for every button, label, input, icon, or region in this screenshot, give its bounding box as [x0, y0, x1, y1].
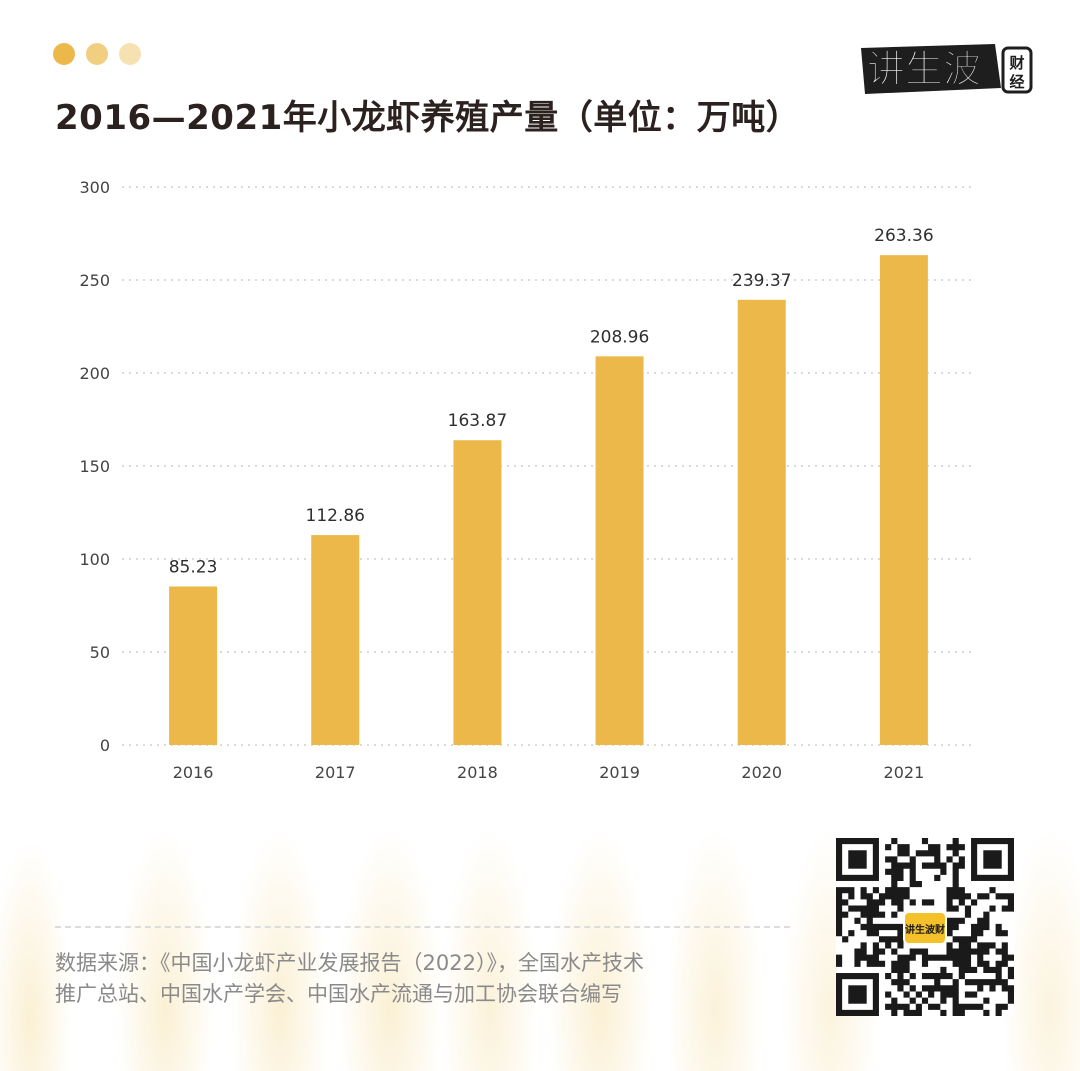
qr-center-label: 讲生波财: [905, 923, 945, 936]
decorative-dots: [53, 43, 141, 65]
y-tick-label: 50: [90, 643, 110, 662]
bar-chart: 0 50 100 150 200 250 300 85.23 2016 112.86 2017 163…: [79, 178, 975, 782]
y-tick-label: 250: [79, 271, 110, 290]
logo-side-top: 财: [1009, 54, 1024, 72]
bar: [453, 440, 502, 745]
bar: [879, 255, 928, 745]
x-tick-label: 2017: [315, 763, 356, 782]
page-title: 2016—2021年小龙虾养殖产量（单位：万吨）: [55, 98, 801, 138]
y-tick-label: 300: [79, 178, 110, 197]
data-label: 239.37: [732, 271, 791, 291]
y-tick-label: 100: [79, 550, 110, 569]
qr-center-badge: [903, 911, 947, 945]
y-tick-label: 200: [79, 364, 110, 383]
bar: [311, 535, 360, 745]
dot-2: [86, 43, 108, 65]
source-line-1: 数据来源：《中国小龙虾产业发展报告（2022）》，全国水产技术: [55, 951, 644, 975]
brand-logo: 讲生波 财 经: [861, 44, 1033, 94]
bar: [737, 299, 786, 745]
data-source-note: 数据来源：《中国小龙虾产业发展报告（2022）》，全国水产技术 推广总站、中国水…: [55, 948, 825, 1010]
bar: [169, 586, 218, 745]
y-tick-label: 0: [100, 736, 110, 755]
x-tick-label: 2019: [599, 763, 640, 782]
data-label: 85.23: [169, 557, 218, 577]
x-tick-label: 2018: [457, 763, 498, 782]
logo-main-text: 讲生波: [867, 47, 981, 91]
source-divider: [55, 926, 790, 928]
data-label: 112.86: [306, 506, 365, 526]
dot-3: [119, 43, 141, 65]
data-label: 263.36: [874, 226, 933, 246]
x-tick-label: 2016: [173, 763, 214, 782]
logo-side-bottom: 经: [1009, 73, 1024, 91]
data-label: 163.87: [448, 411, 507, 431]
x-tick-label: 2021: [884, 763, 925, 782]
dot-1: [53, 43, 75, 65]
bar: [595, 356, 644, 745]
qr-modules: [836, 838, 1014, 1016]
y-tick-label: 150: [79, 457, 110, 476]
qr-code: 讲生波财: [836, 838, 1014, 1016]
data-label: 208.96: [590, 327, 649, 347]
x-tick-label: 2020: [741, 763, 782, 782]
source-line-2: 推广总站、中国水产学会、中国水产流通与加工协会联合编写: [55, 982, 622, 1006]
